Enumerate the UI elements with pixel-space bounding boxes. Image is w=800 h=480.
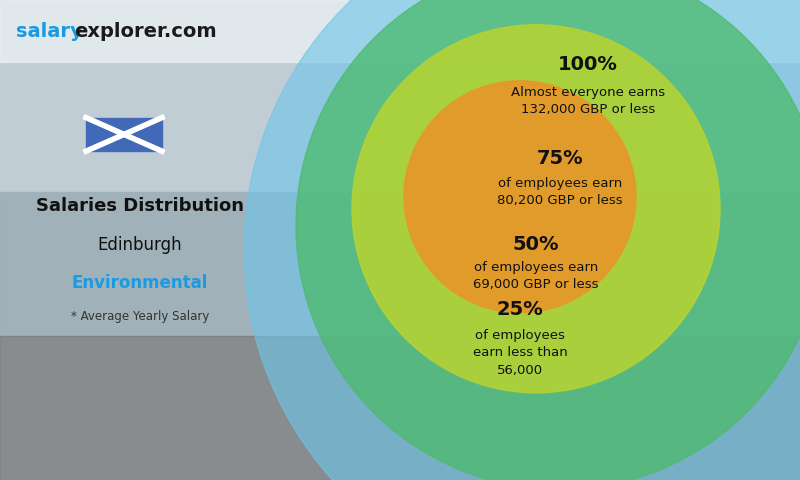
Text: 50%: 50% [513,235,559,254]
Text: explorer.com: explorer.com [74,22,217,41]
Ellipse shape [296,0,800,480]
Text: of employees
earn less than
56,000: of employees earn less than 56,000 [473,329,567,377]
Text: * Average Yearly Salary: * Average Yearly Salary [71,310,209,324]
Ellipse shape [404,81,636,313]
Text: Salaries Distribution: Salaries Distribution [36,197,244,216]
Text: of employees earn
69,000 GBP or less: of employees earn 69,000 GBP or less [474,261,598,291]
Text: 25%: 25% [497,300,543,319]
Text: of employees earn
80,200 GBP or less: of employees earn 80,200 GBP or less [497,177,623,207]
Bar [0,336,800,480]
Text: 75%: 75% [537,149,583,168]
Ellipse shape [352,25,720,393]
Text: Environmental: Environmental [72,274,208,292]
Ellipse shape [244,0,800,480]
Text: Edinburgh: Edinburgh [98,236,182,254]
Bar [0,0,800,62]
Text: 100%: 100% [558,55,618,74]
Text: Almost everyone earns
132,000 GBP or less: Almost everyone earns 132,000 GBP or les… [511,85,665,116]
Text: salary: salary [16,22,82,41]
Bar [0,192,800,336]
Bar [86,118,162,151]
Bar [0,0,800,192]
